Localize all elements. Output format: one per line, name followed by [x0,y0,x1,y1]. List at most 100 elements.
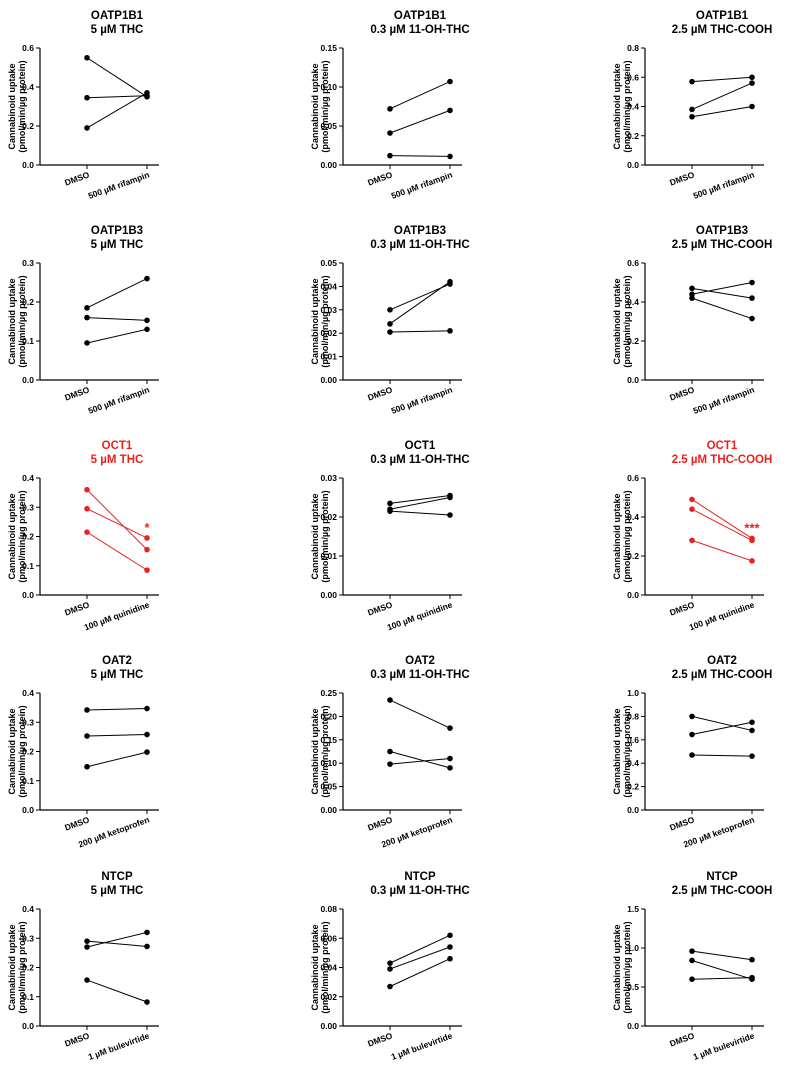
y-tick-label: 0.2 [627,336,639,346]
y-tick-label: 0.4 [22,688,34,698]
data-point [387,697,393,703]
y-tick-label: 0.3 [22,502,34,512]
chart-subtitle: 2.5 µM THC-COOH [672,24,773,36]
y-axis-label: Cannabinoid uptake [7,924,17,1010]
x-tick-label: DMSO [366,599,394,617]
data-point [387,130,393,136]
y-tick-label: 0.04 [320,281,337,291]
series-line [691,76,753,83]
data-point [749,558,755,564]
data-point [84,340,90,346]
y-tick-label: 0.4 [22,473,34,483]
data-point [689,295,695,301]
chart-title: OATP1B1 [91,10,144,22]
y-axis-label: Cannabinoid uptake [612,278,622,364]
chart-subtitle: 5 µM THC [91,239,144,251]
y-tick-label: 0.6 [627,735,639,745]
y-axis-label: (pmol/min/µg protein) [622,921,632,1013]
series-line [86,92,148,129]
data-point [447,512,453,518]
y-tick-label: 0.01 [320,551,337,561]
series-line [86,95,148,99]
y-tick-label: 0.00 [320,375,337,385]
y-tick-label: 0.4 [22,82,34,92]
data-point [689,113,695,120]
chart-panel: OCT1 0.3 µM 11-OH-THC Cannabinoid uptake (p… [310,440,470,632]
data-point [749,727,755,734]
chart-panel: OATP1B3 2.5 µM THC-COOH Cannabinoid uptake… [612,225,772,416]
x-tick-label: 100 µM quinidine [83,599,151,632]
y-tick-label: 0.2 [22,532,34,542]
data-point [84,314,90,321]
data-point [144,943,150,950]
y-tick-label: 0.00 [320,1021,337,1031]
x-tick-label: 500 µM rifampin [390,384,454,415]
data-point [749,74,755,81]
data-point [144,567,150,573]
chart-panel: OATP1B3 0.3 µM 11-OH-THC Cannabinoid uptak… [310,225,470,416]
y-axis-label: (pmol/min/µg protein) [17,490,27,582]
y-tick-label: 0.15 [320,43,337,53]
data-point [689,106,695,113]
y-tick-label: 0.00 [320,805,337,815]
data-point [689,78,695,85]
y-tick-label: 0.0 [627,1021,639,1031]
series-line [86,489,148,551]
chart-title: OATP1B3 [394,225,446,237]
x-tick-label: DMSO [63,599,91,617]
y-axis-label: (pmol/min/µg protein) [622,275,632,367]
series-line [691,282,753,295]
series-line [86,317,148,321]
data-point [749,974,755,981]
series-line [389,934,451,964]
y-tick-label: 0.2 [22,297,34,307]
chart-title: OAT2 [707,655,737,667]
y-axis-label: Cannabinoid uptake [310,63,320,149]
chart-subtitle: 2.5 µM THC-COOH [672,454,773,466]
data-point [84,707,90,713]
data-point [749,537,755,544]
data-point [144,705,150,712]
series-line [389,751,451,769]
chart-subtitle: 5 µM THC [91,454,144,466]
data-point [387,960,393,966]
y-axis-label: (pmol/min/µg protein) [320,705,330,797]
chart-panel: NTCP 2.5 µM THC-COOH Cannabinoid uptake (pm… [612,871,772,1062]
y-tick-label: 0.1 [22,561,34,571]
y-axis-label: Cannabinoid uptake [7,278,17,364]
y-tick-label: 0.04 [320,963,337,973]
y-tick-label: 0.02 [320,992,337,1002]
chart-title: OATP1B1 [394,10,447,22]
series-line [86,708,148,711]
data-point [387,508,393,514]
chart-subtitle: 0.3 µM 11-OH-THC [370,454,469,466]
data-point [144,326,150,333]
x-tick-label: DMSO [366,814,394,832]
data-point [689,285,695,292]
y-tick-label: 1.0 [627,943,639,953]
data-point [144,90,150,96]
series-line [389,510,451,516]
x-tick-label: DMSO [366,1030,394,1048]
y-tick-label: 0.06 [320,933,337,943]
series-line [389,330,451,333]
data-point [84,938,90,944]
data-point [749,753,755,759]
data-point [144,731,150,738]
y-tick-label: 0.25 [320,688,337,698]
y-axis-label: (pmol/min/µg protein) [17,60,27,152]
data-point [749,315,755,322]
y-axis-label: (pmol/min/µg protein) [622,60,632,152]
x-tick-label: DMSO [668,599,696,617]
y-tick-label: 0.3 [22,933,34,943]
y-tick-label: 0.6 [627,72,639,82]
y-tick-label: 0.05 [320,782,337,792]
series-line [86,57,148,98]
data-point [689,948,695,954]
data-point [84,54,90,61]
y-axis-label: Cannabinoid uptake [310,924,320,1010]
series-line [389,946,451,970]
y-tick-label: 0.4 [627,758,639,768]
y-tick-label: 0.08 [320,904,337,914]
series-line [691,297,753,320]
